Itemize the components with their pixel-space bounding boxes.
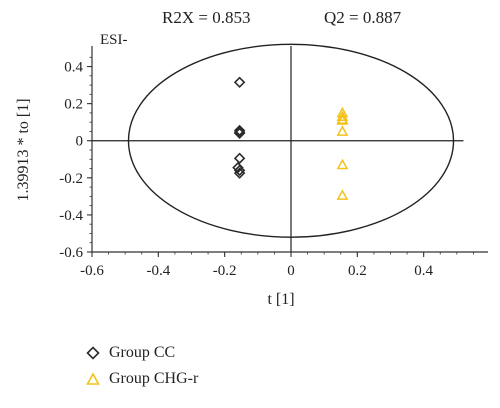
- legend-item-group-chg-r: Group CHG-r: [86, 366, 198, 392]
- x-tick-label: -0.4: [146, 263, 170, 279]
- x-axis-label: t [1]: [267, 291, 294, 308]
- q2-label: Q2 = 0.887: [324, 8, 402, 27]
- y-tick-label: 0.2: [64, 97, 83, 113]
- legend-label-group-cc: Group CC: [109, 344, 176, 361]
- x-tick-label: 0.2: [348, 263, 367, 279]
- data-point-group-chg-r: [336, 114, 349, 125]
- data-point-group-chg-r: [336, 158, 349, 170]
- data-point-group-chg-r: [336, 110, 349, 122]
- data-point-group-chg-r: [336, 189, 349, 200]
- x-tick-label: -0.2: [213, 263, 237, 279]
- r2x-label: R2X = 0.853: [162, 8, 251, 27]
- diamond-marker-icon: [86, 346, 100, 360]
- y-axis-label: 1.39913 * to [1]: [15, 98, 32, 201]
- x-tick-label: 0: [287, 263, 295, 279]
- y-tick-label: 0.4: [64, 60, 83, 76]
- mode-label: ESI-: [100, 32, 128, 48]
- y-tick-label: -0.2: [59, 171, 83, 187]
- data-point-group-cc: [233, 76, 246, 89]
- data-point-group-cc: [233, 124, 246, 137]
- triangle-marker-icon: [86, 372, 100, 385]
- data-point-group-cc: [233, 127, 246, 140]
- y-tick-label: -0.6: [59, 245, 83, 261]
- x-tick-label: 0.4: [414, 263, 433, 279]
- legend-label-group-chg-r: Group CHG-r: [109, 370, 199, 387]
- legend-item-group-cc: Group CC: [86, 340, 198, 366]
- y-tick-label: -0.4: [59, 208, 83, 224]
- data-point-group-cc: [233, 167, 246, 179]
- data-point-group-cc: [233, 164, 246, 177]
- data-point-group-chg-r: [336, 125, 349, 136]
- legend: Group CC Group CHG-r: [86, 340, 198, 392]
- data-point-group-cc: [233, 152, 246, 165]
- y-tick-label: 0: [76, 134, 84, 150]
- x-tick-label: -0.6: [80, 263, 104, 279]
